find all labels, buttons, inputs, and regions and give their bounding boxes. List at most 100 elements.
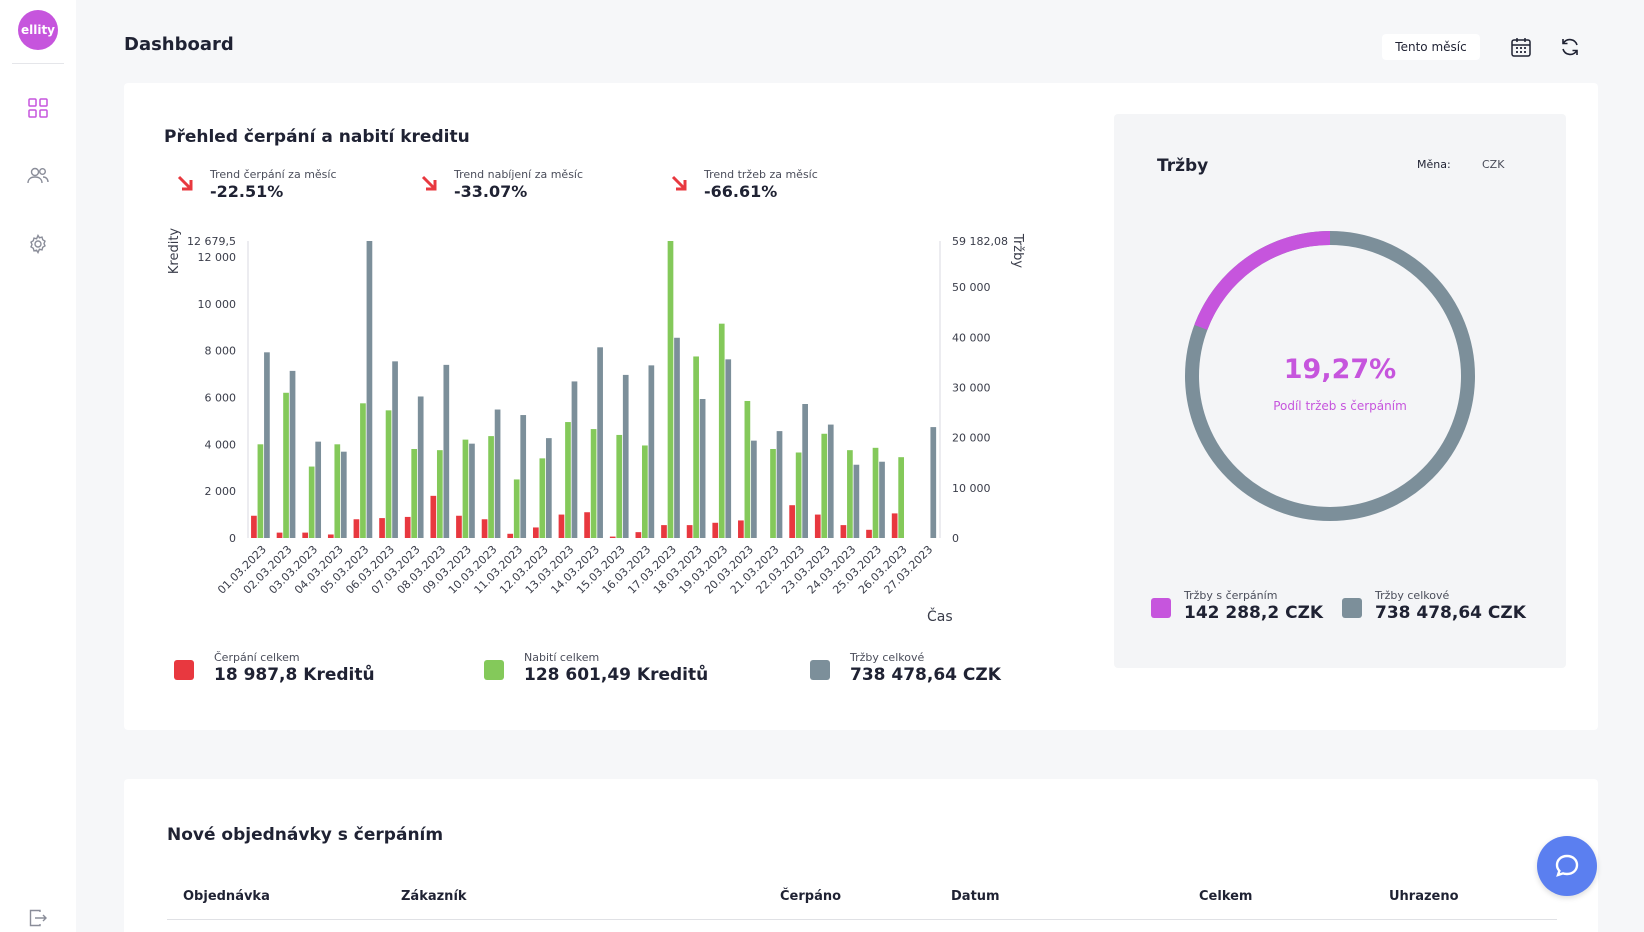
currency-select[interactable]: CZK [1482, 158, 1505, 171]
y-axis-title-right: Tržby [1010, 233, 1025, 268]
bar [494, 409, 501, 538]
legend-label: Čerpání celkem [214, 651, 300, 664]
refresh-button[interactable] [1557, 34, 1583, 60]
sidebar-item-settings[interactable] [26, 232, 50, 256]
y-max-label-right: 59 182,08 [952, 235, 1008, 248]
bar [360, 403, 366, 538]
bar [814, 514, 821, 538]
legend-value: 18 987,8 Kreditů [214, 665, 375, 685]
legend-label: Tržby celkové [850, 651, 925, 664]
legend-value: 738 478,64 CZK [850, 665, 1001, 685]
orders-title: Nové objednávky s čerpáním [167, 825, 444, 845]
y-tick-label-right: 50 000 [952, 281, 991, 294]
sidebar: ellity [0, 0, 76, 932]
legend-value: 128 601,49 Kreditů [524, 665, 709, 685]
y-tick-label-left: 2 000 [205, 485, 237, 498]
logout-button[interactable] [26, 906, 50, 930]
bar [789, 505, 795, 538]
ellity-logo[interactable]: ellity [18, 10, 58, 50]
chat-bubble-icon [1555, 854, 1579, 877]
column-header-order[interactable]: Objednávka [183, 889, 270, 904]
page-title: Dashboard [124, 34, 234, 55]
column-header-total[interactable]: Celkem [1199, 889, 1253, 904]
donut-caption: Podíl tržeb s čerpáním [1273, 399, 1407, 413]
sidebar-item-users[interactable] [26, 164, 50, 188]
bar [411, 448, 418, 538]
trend-down-arrow-icon [177, 175, 193, 191]
revenue-donut-chart [1185, 231, 1475, 521]
trend-label: Trend tržeb za měsíc [704, 168, 818, 181]
trend-label: Trend čerpání za měsíc [210, 168, 337, 181]
bar [251, 515, 257, 538]
legend-swatch [484, 660, 504, 680]
bar [821, 433, 828, 538]
bar [648, 365, 655, 538]
bar [404, 516, 411, 538]
calendar-button[interactable] [1508, 34, 1534, 60]
bar [488, 436, 494, 538]
sidebar-divider [12, 63, 64, 64]
chat-button[interactable] [1537, 836, 1597, 896]
column-header-paid[interactable]: Uhrazeno [1389, 889, 1459, 904]
column-header-date[interactable]: Datum [951, 889, 1000, 904]
bar [264, 352, 270, 538]
y-axis-title-left: Kredity [167, 228, 182, 275]
bar-chart: 0 2 000 4 000 6 000 8 000 10 000 12 000 12 679,… [167, 228, 1025, 625]
column-header-customer[interactable]: Zákazník [401, 889, 467, 904]
bar [642, 445, 648, 538]
bar [622, 374, 629, 538]
sidebar-item-dashboard[interactable] [26, 96, 50, 120]
legend-label: Tržby s čerpáním [1184, 589, 1278, 602]
bar [462, 439, 469, 538]
bar [392, 361, 398, 538]
bar [353, 519, 360, 538]
bar [667, 241, 674, 538]
logout-icon [29, 909, 47, 927]
trend-label: Trend nabíjení za měsíc [454, 168, 584, 181]
legend-value: 738 478,64 CZK [1375, 603, 1526, 623]
legend-value: 142 288,2 CZK [1184, 603, 1324, 623]
calendar-icon [1511, 38, 1531, 57]
legend-swatch [810, 660, 830, 680]
bar [751, 440, 757, 538]
y-max-label-left: 12 679,5 [187, 235, 236, 248]
bar [532, 527, 539, 538]
bar [327, 534, 334, 538]
revenue-panel: Tržby Měna: CZK 19,27% Podíl tržeb s čer… [1114, 114, 1566, 668]
bar [430, 495, 437, 538]
trend-value: -66.61% [704, 182, 778, 201]
bar [661, 525, 667, 538]
bar [289, 370, 296, 538]
bar [872, 447, 879, 538]
refresh-icon [1562, 38, 1578, 56]
overview-card: Přehled čerpání a nabití kreditu Trend č… [124, 83, 1598, 730]
users-icon [27, 167, 49, 184]
period-select-button[interactable]: Tento měsíc [1382, 34, 1480, 60]
bar [827, 424, 834, 538]
bar [866, 529, 872, 538]
bar [712, 522, 719, 538]
bar [699, 398, 706, 538]
y-tick-label-left: 6 000 [205, 391, 237, 404]
bar [366, 241, 373, 538]
bar [584, 512, 590, 538]
legend-swatch [1151, 598, 1171, 618]
bar [725, 359, 732, 538]
legend-swatch [1342, 598, 1362, 618]
bar [744, 400, 751, 538]
y-tick-label-right: 40 000 [952, 331, 991, 344]
bar [315, 441, 322, 538]
bar [539, 458, 546, 538]
bar [334, 444, 341, 538]
bar [571, 381, 578, 538]
bar [565, 422, 571, 538]
bar [686, 525, 693, 538]
y-tick-label-right: 0 [952, 532, 959, 545]
legend-label: Tržby celkové [1375, 589, 1450, 602]
y-tick-label-right: 10 000 [952, 482, 991, 495]
column-header-used[interactable]: Čerpáno [780, 889, 842, 904]
bar [770, 448, 776, 538]
revenue-title: Tržby [1157, 156, 1209, 176]
table-header-divider [167, 919, 1557, 920]
bar [597, 347, 603, 538]
